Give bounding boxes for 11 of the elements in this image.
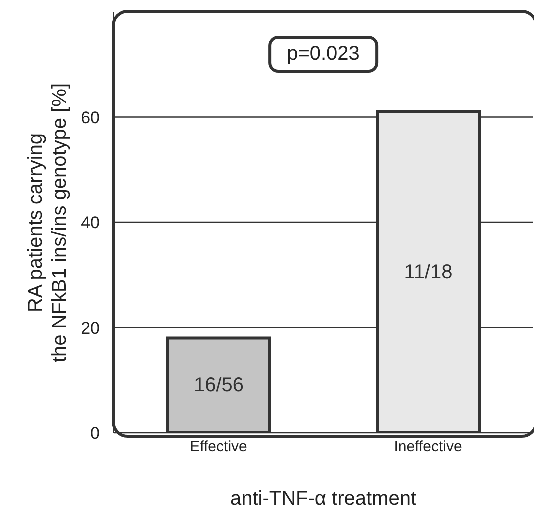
x-tick-label: Ineffective: [394, 438, 462, 456]
x-axis-title: anti-TNF-α treatment: [230, 488, 417, 509]
y-tick-label: 40: [81, 214, 100, 233]
data-label: 16/56: [194, 374, 244, 397]
annotation: p=0.023: [268, 36, 379, 73]
y-tick-label: 0: [90, 424, 100, 444]
y-tick-label: 60: [81, 108, 100, 128]
y-tick-label: 20: [81, 318, 100, 338]
data-label: 11/18: [404, 261, 453, 284]
y-axis-title: RA patients carrying the NFkB1 ins/ins genotype [%]: [24, 82, 72, 362]
x-tick-label: Effective: [190, 438, 248, 456]
